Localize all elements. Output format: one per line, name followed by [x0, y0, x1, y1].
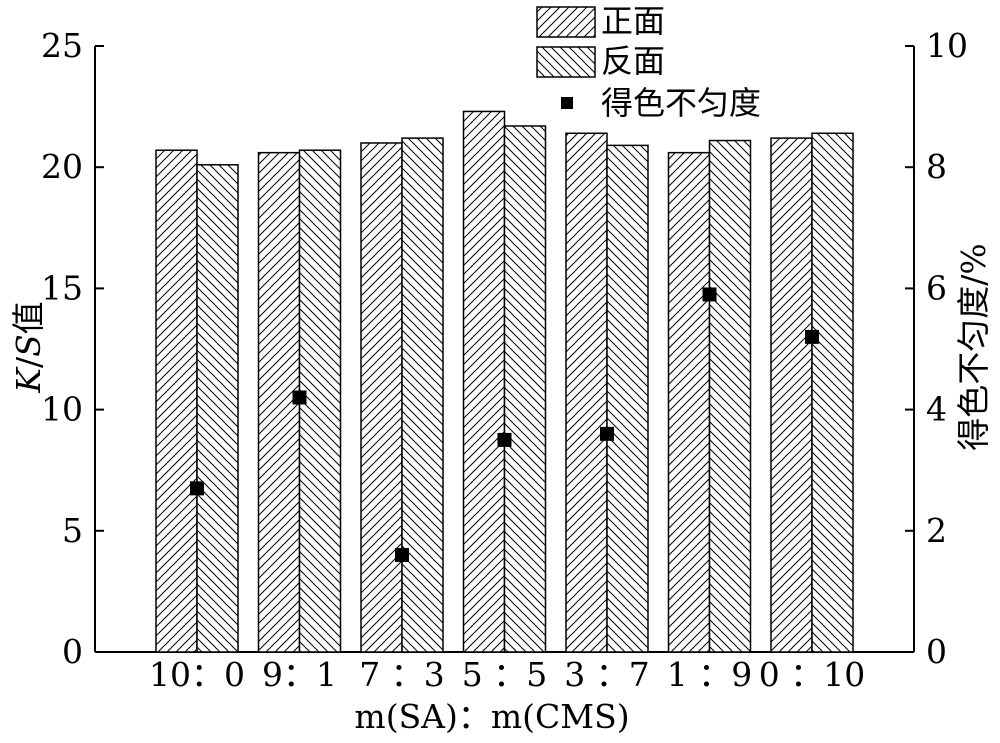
y2-tick-label: 2: [926, 511, 947, 550]
y2-tick-label: 4: [926, 390, 947, 429]
y-tick-label: 20: [41, 147, 83, 186]
marker-unevenness: [395, 548, 409, 563]
marker-unevenness: [292, 390, 307, 405]
bar-back: [401, 137, 444, 653]
x-tick-label: 0 ：10: [759, 655, 865, 694]
bar-front: [667, 151, 711, 653]
y2-tick-label: 0: [926, 632, 947, 671]
marker-unevenness: [702, 287, 717, 302]
bar-back: [503, 125, 547, 653]
bar-front: [360, 142, 403, 653]
marker-unevenness: [190, 481, 204, 496]
legend-swatch-front: [536, 6, 596, 38]
x-tick-label: 7 ：3: [359, 655, 444, 694]
y-tick-label: 5: [62, 511, 83, 550]
bar-back: [708, 139, 752, 653]
y-tick-label: 15: [41, 268, 83, 307]
y2-tick-label: 6: [926, 268, 947, 307]
bars: [155, 110, 854, 653]
marker-unevenness: [600, 426, 614, 441]
x-tick-label: 9：1: [262, 655, 337, 694]
y-axis-title-suffix: 值: [9, 301, 48, 334]
y-axis-title: K/S值: [9, 301, 48, 393]
marker-unevenness: [805, 329, 819, 344]
y2-tick-label: 10: [926, 26, 968, 65]
legend-marker: [561, 97, 573, 109]
y-tick-label: 25: [41, 26, 83, 65]
bar-front: [155, 149, 198, 653]
bar-front: [462, 110, 506, 653]
legend-swatch-back: [536, 46, 596, 78]
x-tick-label: 3 ：7: [564, 655, 649, 694]
bar-front: [770, 137, 813, 653]
x-tick-label: 10：0: [149, 655, 245, 694]
y-axis-title-s: S: [9, 334, 48, 357]
bar-back: [606, 144, 649, 653]
svg-text:K/S值: K/S值: [9, 301, 48, 393]
x-tick-label: 5 ：5: [462, 655, 547, 694]
y-tick-label: 0: [62, 632, 83, 671]
y2-axis-title: 得色不匀度/%: [954, 243, 993, 450]
bar-back: [811, 132, 854, 653]
bar-front: [565, 132, 608, 653]
x-tick-label: 1 ：9: [667, 655, 752, 694]
legend-label-back: 反面: [601, 42, 665, 80]
y2-tick-label: 8: [926, 147, 947, 186]
marker-unevenness: [497, 432, 512, 447]
markers: [190, 287, 819, 563]
y-tick-label: 10: [41, 390, 83, 429]
y-axis-title-k: K: [9, 366, 48, 394]
legend: 正面 反面 得色不匀度: [536, 2, 761, 122]
axes: 0 5 10 15 20 25 0 2 4 6 8 10 10：0 9：1 7 ：3 5 ：5 3 ：7 1 ：9…: [41, 26, 968, 694]
x-axis-title: m(SA)：m(CMS): [354, 697, 629, 736]
legend-label-unevenness: 得色不匀度: [601, 84, 761, 122]
legend-label-front: 正面: [601, 2, 665, 40]
y-axis-title-slash: /: [9, 356, 48, 368]
bar-back: [196, 164, 239, 653]
